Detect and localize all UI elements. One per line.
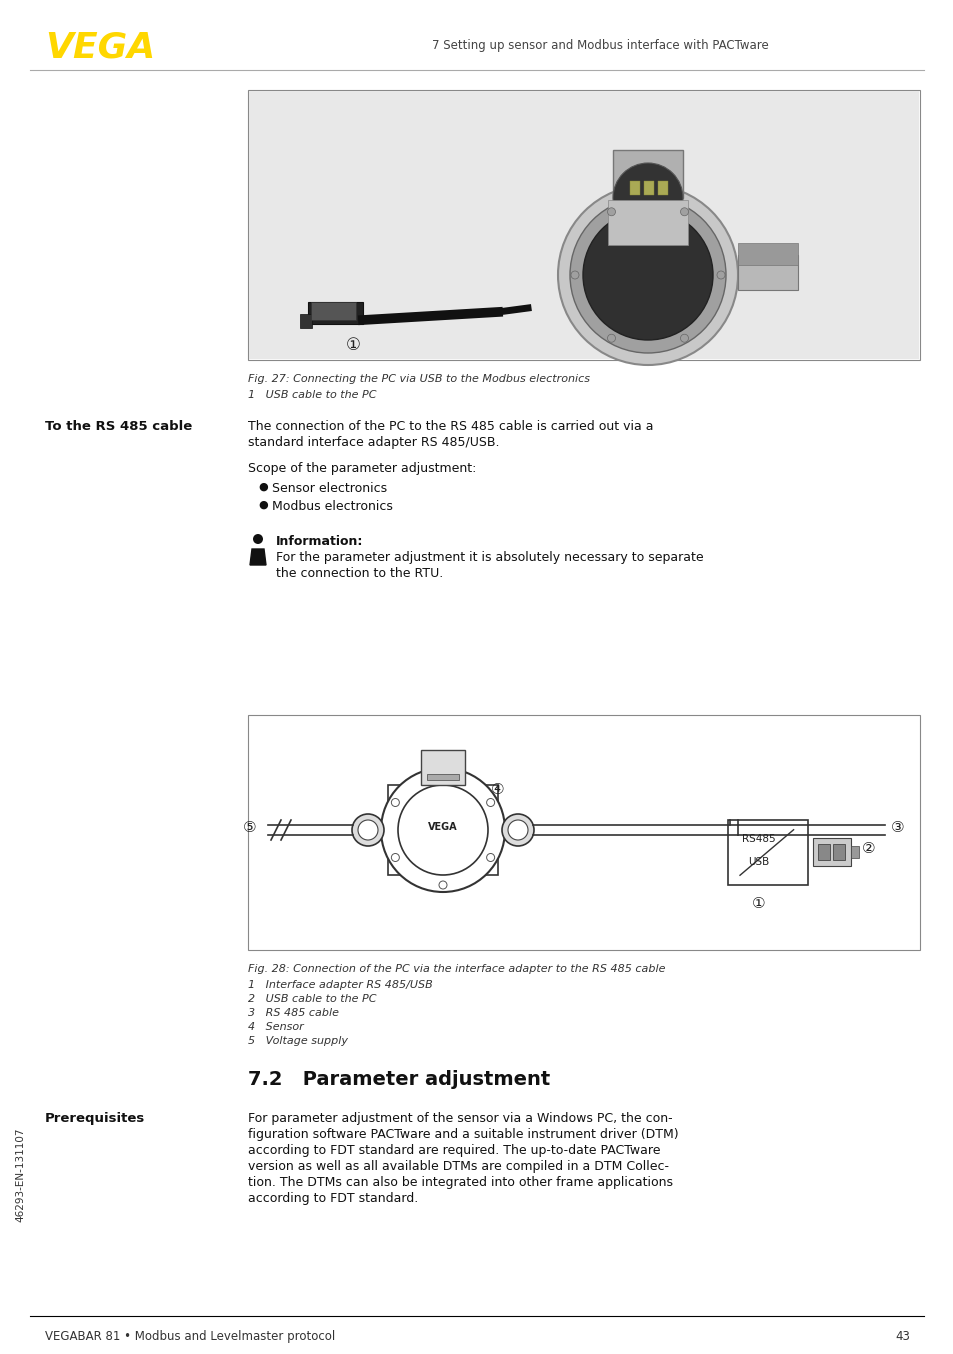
Text: Information:: Information: [275, 535, 363, 548]
Bar [308, 302, 363, 324]
Circle shape [501, 814, 534, 846]
Text: VEGA: VEGA [428, 822, 457, 831]
Bar [311, 302, 355, 320]
Text: Modbus electronics: Modbus electronics [272, 500, 393, 513]
Bar [658, 181, 667, 195]
Circle shape [558, 185, 738, 366]
Circle shape [733, 831, 741, 839]
Bar [817, 844, 829, 860]
Circle shape [391, 853, 399, 861]
Text: To the RS 485 cable: To the RS 485 cable [45, 420, 193, 433]
Bar [643, 181, 654, 195]
Text: For parameter adjustment of the sensor via a Windows PC, the con-: For parameter adjustment of the sensor v… [248, 1112, 672, 1125]
Bar [738, 255, 797, 290]
Text: Sensor electronics: Sensor electronics [272, 482, 387, 496]
Text: according to FDT standard are required. The up-to-date PACTware: according to FDT standard are required. … [248, 1144, 659, 1158]
Text: ①: ① [751, 895, 764, 910]
Text: ④: ④ [491, 783, 504, 798]
Text: 1   Interface adapter RS 485/USB: 1 Interface adapter RS 485/USB [248, 980, 433, 990]
Text: Prerequisites: Prerequisites [45, 1112, 145, 1125]
Bar [622, 223, 630, 236]
Circle shape [380, 768, 504, 892]
Text: ③: ③ [890, 819, 903, 834]
Text: Fig. 27: Connecting the PC via USB to the Modbus electronics: Fig. 27: Connecting the PC via USB to th… [248, 374, 589, 385]
Bar [812, 838, 850, 865]
Text: 43: 43 [894, 1330, 909, 1343]
Bar [248, 715, 919, 951]
Circle shape [253, 533, 263, 544]
Text: For the parameter adjustment it is absolutely necessary to separate: For the parameter adjustment it is absol… [275, 551, 703, 565]
Bar [427, 774, 458, 780]
Text: VEGABAR 81 • Modbus and Levelmaster protocol: VEGABAR 81 • Modbus and Levelmaster prot… [45, 1330, 335, 1343]
Text: version as well as all available DTMs are compiled in a DTM Collec-: version as well as all available DTMs ar… [248, 1160, 668, 1173]
Bar [299, 314, 312, 328]
Circle shape [733, 821, 741, 829]
Bar [629, 181, 639, 195]
Circle shape [352, 814, 384, 846]
Text: ①: ① [345, 336, 360, 353]
Text: RS485: RS485 [740, 834, 775, 845]
Bar [850, 845, 858, 857]
Text: 7.2   Parameter adjustment: 7.2 Parameter adjustment [248, 1070, 550, 1089]
Bar [832, 844, 844, 860]
Text: according to FDT standard.: according to FDT standard. [248, 1192, 417, 1205]
Text: 4   Sensor: 4 Sensor [248, 1022, 303, 1032]
Bar [420, 750, 464, 785]
Text: ②: ② [862, 841, 875, 856]
Text: Scope of the parameter adjustment:: Scope of the parameter adjustment: [248, 462, 476, 475]
Circle shape [607, 207, 615, 215]
Circle shape [438, 881, 447, 890]
Polygon shape [250, 548, 266, 565]
Bar [613, 150, 682, 198]
Circle shape [486, 853, 494, 861]
Text: 3   RS 485 cable: 3 RS 485 cable [248, 1007, 338, 1018]
Text: standard interface adapter RS 485/USB.: standard interface adapter RS 485/USB. [248, 436, 499, 450]
Circle shape [438, 770, 447, 779]
Text: 5   Voltage supply: 5 Voltage supply [248, 1036, 348, 1047]
Circle shape [397, 785, 488, 875]
Text: USB: USB [747, 857, 768, 868]
Bar [607, 200, 687, 245]
Circle shape [569, 196, 725, 353]
Circle shape [582, 210, 712, 340]
Circle shape [391, 799, 399, 807]
Text: 7 Setting up sensor and Modbus interface with PACTware: 7 Setting up sensor and Modbus interface… [431, 39, 767, 51]
Text: figuration software PACTware and a suitable instrument driver (DTM): figuration software PACTware and a suita… [248, 1128, 678, 1141]
Text: ●: ● [257, 500, 268, 510]
Text: 1   USB cable to the PC: 1 USB cable to the PC [248, 390, 376, 399]
Circle shape [507, 821, 527, 839]
Bar [249, 91, 918, 359]
Text: VEGA: VEGA [45, 30, 155, 64]
Text: ●: ● [257, 482, 268, 492]
Bar [727, 821, 807, 886]
Text: ⑤: ⑤ [242, 819, 255, 834]
Text: The connection of the PC to the RS 485 cable is carried out via a: The connection of the PC to the RS 485 c… [248, 420, 653, 433]
Bar [635, 223, 642, 236]
Circle shape [613, 162, 682, 233]
Bar [646, 223, 655, 236]
Circle shape [486, 799, 494, 807]
Text: tion. The DTMs can also be integrated into other frame applications: tion. The DTMs can also be integrated in… [248, 1177, 672, 1189]
Bar [248, 89, 919, 360]
Bar [659, 223, 666, 236]
Circle shape [679, 207, 688, 215]
Bar [618, 204, 672, 245]
Circle shape [357, 821, 377, 839]
Bar [738, 242, 797, 265]
Circle shape [607, 334, 615, 343]
Circle shape [717, 271, 724, 279]
Text: 46293-EN-131107: 46293-EN-131107 [15, 1128, 25, 1223]
Circle shape [679, 334, 688, 343]
Text: the connection to the RTU.: the connection to the RTU. [275, 567, 443, 580]
Circle shape [571, 271, 578, 279]
Text: 2   USB cable to the PC: 2 USB cable to the PC [248, 994, 376, 1005]
Text: Fig. 28: Connection of the PC via the interface adapter to the RS 485 cable: Fig. 28: Connection of the PC via the in… [248, 964, 665, 974]
Bar [388, 785, 497, 875]
